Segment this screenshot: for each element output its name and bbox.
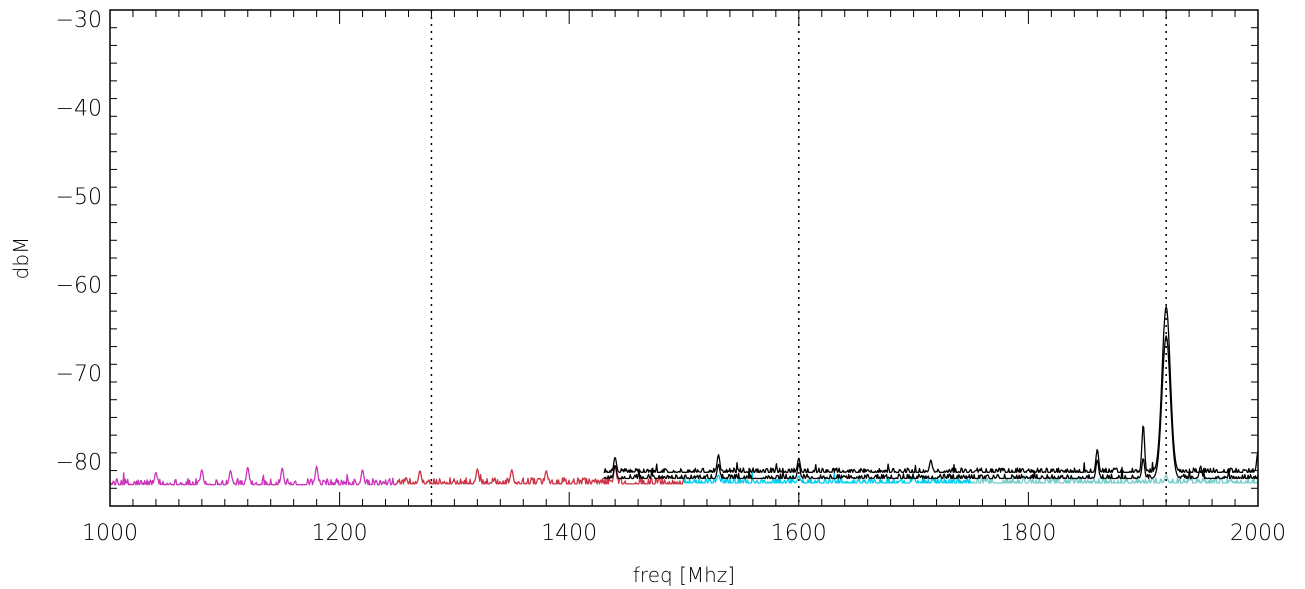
y-axis-label: dbM	[9, 237, 33, 280]
series-line-5	[603, 335, 1259, 480]
x-axis-label: freq [Mhz]	[633, 563, 735, 587]
x-tick-label: 1000	[82, 521, 138, 546]
y-tick-label: −40	[56, 96, 102, 121]
y-tick-label: −80	[56, 451, 102, 476]
y-tick-label: −70	[56, 362, 102, 387]
series-line-4	[603, 306, 1259, 473]
x-tick-label: 1600	[771, 521, 827, 546]
plot-area	[430, 10, 1167, 506]
x-tick-label: 1800	[1000, 521, 1056, 546]
x-tick-label: 1400	[541, 521, 597, 546]
series-line-1	[396, 465, 685, 485]
axes-layer: 1000 1200 1400 1600 1800 2000 −80 −70 −60 −50 −40 −…	[56, 8, 1286, 546]
x-tick-label: 2000	[1230, 521, 1286, 546]
y-tick-label: −60	[56, 274, 102, 299]
plot-frame	[109, 9, 1259, 507]
series-layer	[109, 306, 1259, 486]
series-line-2	[683, 471, 972, 484]
x-tick-label: 1200	[312, 521, 368, 546]
series-line-0	[109, 465, 398, 486]
series-line-3	[971, 474, 1259, 484]
y-tick-label: −30	[56, 8, 102, 33]
y-tick-label: −50	[56, 185, 102, 210]
